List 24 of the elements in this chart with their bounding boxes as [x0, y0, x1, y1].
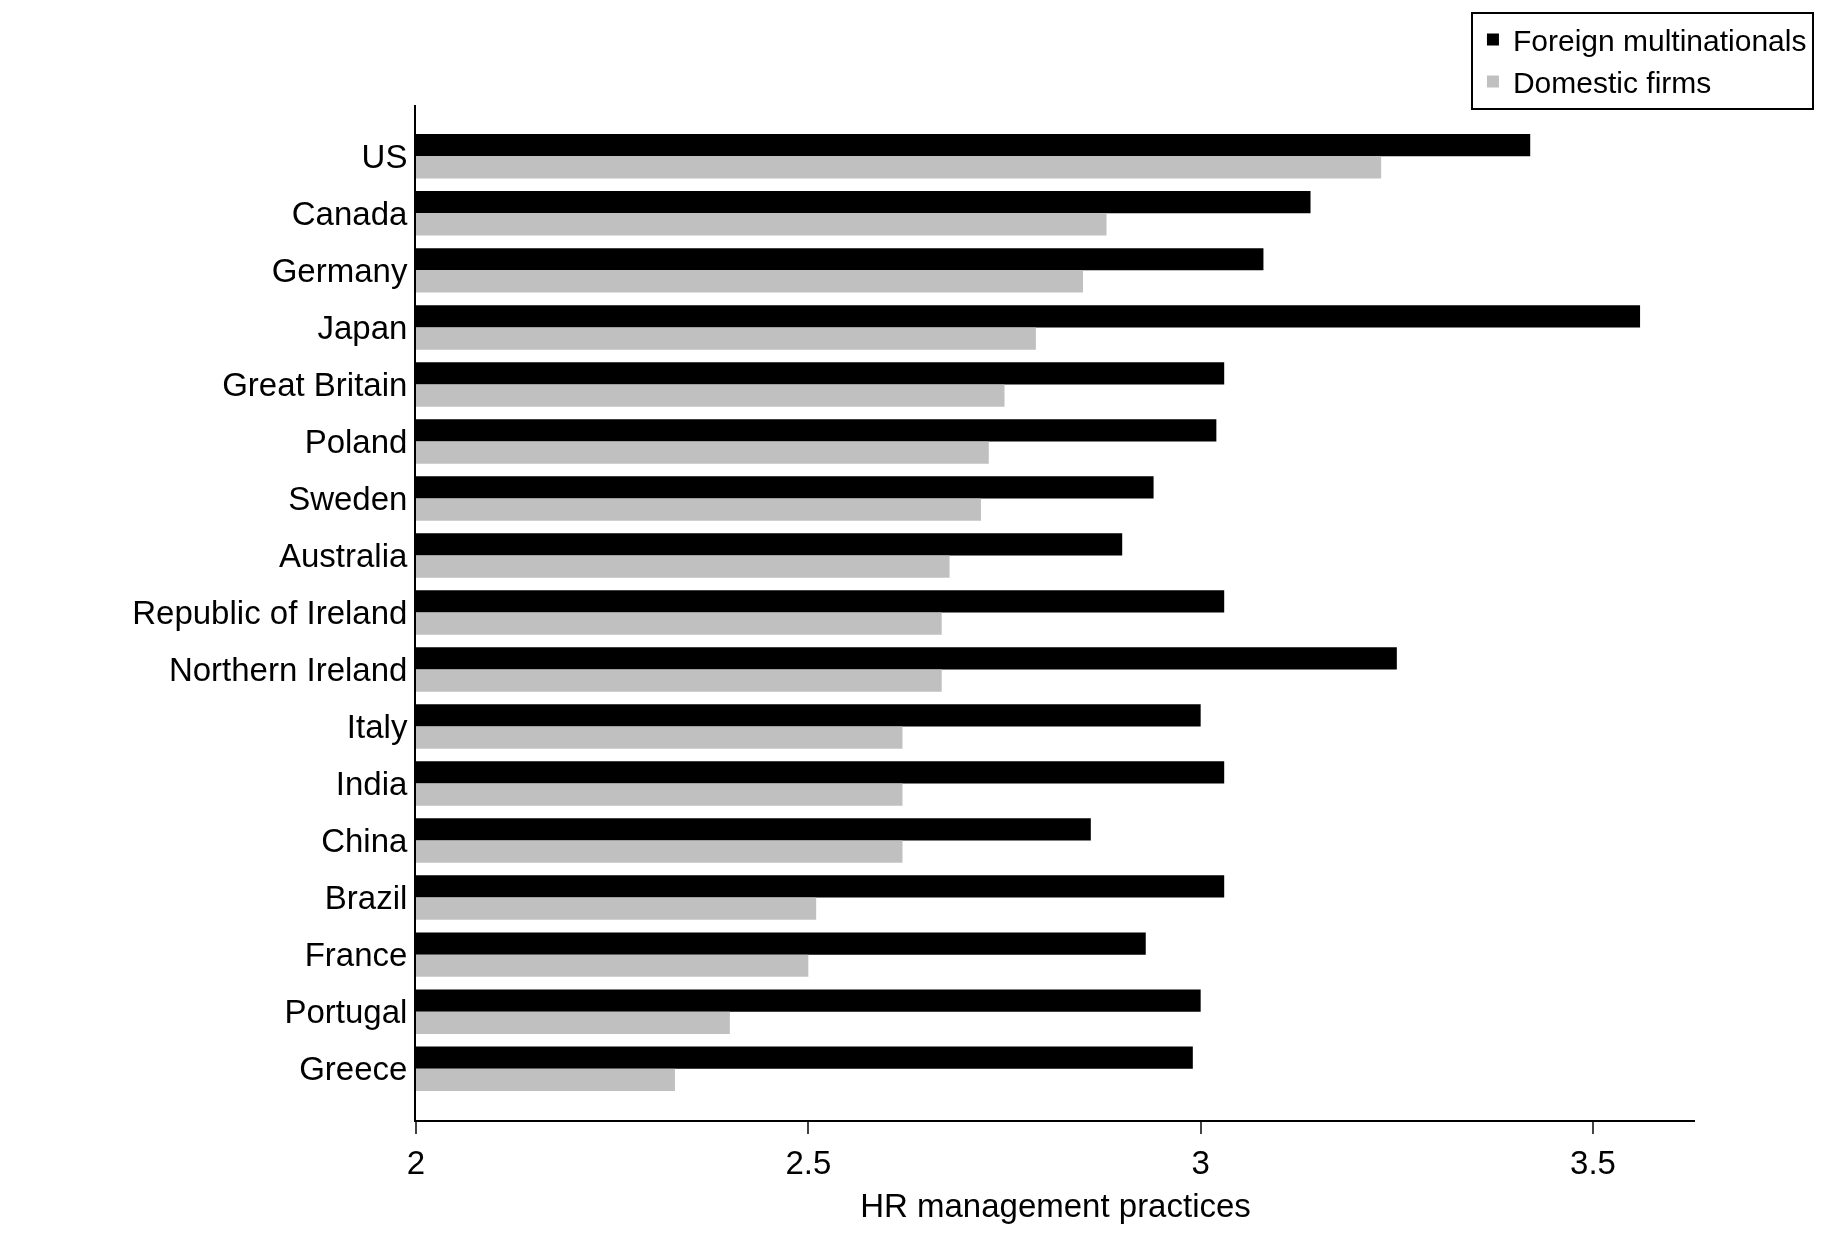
x-tick-label: 2.5 [785, 1143, 832, 1181]
y-tick-label: Sweden [288, 480, 408, 518]
y-tick-label: China [321, 822, 409, 860]
x-tick-label: 3 [1191, 1143, 1210, 1181]
y-tick-label: Poland [304, 422, 408, 460]
x-tick-label: 2 [406, 1143, 426, 1181]
y-tick-label: France [304, 936, 408, 974]
x-axis-title: HR management practices [860, 1186, 1251, 1224]
y-tick-label: Northern Ireland [168, 651, 408, 689]
y-tick-label: Republic of Ireland [132, 594, 408, 632]
x-tick-label: 3.5 [1570, 1143, 1616, 1181]
y-tick-label: Canada [291, 194, 409, 232]
y-tick-label: India [335, 765, 409, 803]
legend-label: Foreign multinationals [1512, 24, 1807, 58]
y-tick-label: Great Britain [222, 365, 408, 403]
y-tick-label: Greece [299, 1050, 408, 1088]
y-tick-label: Japan [317, 308, 408, 346]
legend-label: Domestic firms [1512, 66, 1712, 100]
y-tick-label: Germany [271, 251, 408, 289]
y-tick-label: US [361, 137, 408, 175]
y-tick-label: Italy [346, 708, 408, 746]
y-tick-label: Brazil [324, 879, 408, 917]
y-tick-label: Portugal [284, 993, 408, 1031]
y-tick-label: Australia [279, 537, 409, 575]
